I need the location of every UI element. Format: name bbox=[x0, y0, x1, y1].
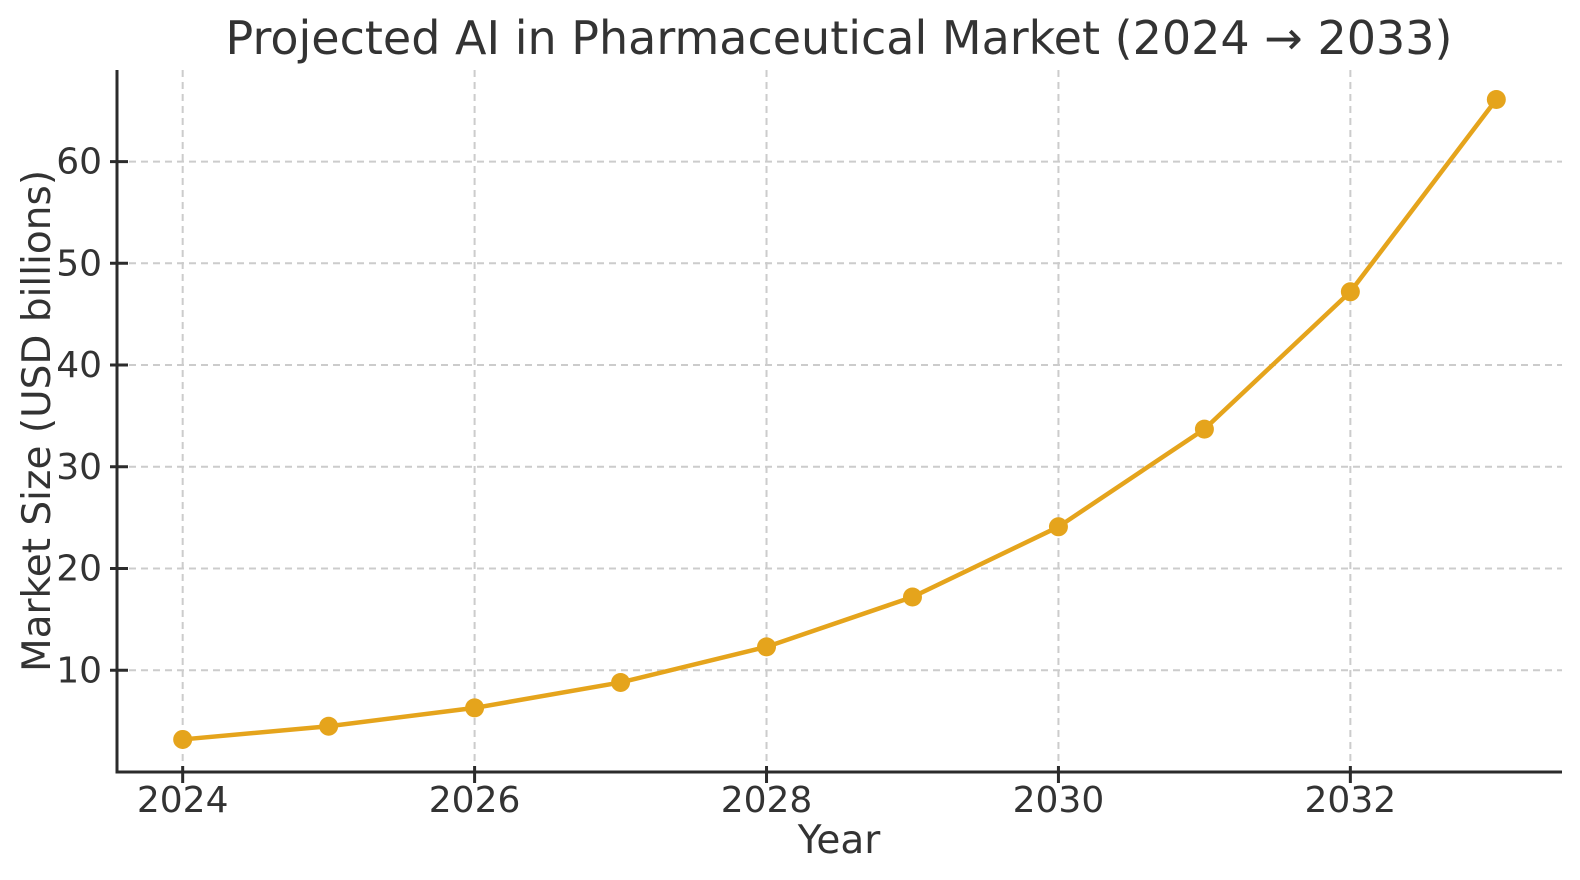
y-tick-label: 10 bbox=[56, 650, 102, 691]
data-point bbox=[1486, 90, 1506, 110]
x-tick-label: 2026 bbox=[429, 780, 521, 821]
y-tick-label: 30 bbox=[56, 447, 102, 488]
y-tick-label: 40 bbox=[56, 345, 102, 386]
data-point bbox=[173, 729, 193, 749]
y-tick-label: 50 bbox=[56, 243, 102, 284]
grid-layer bbox=[117, 70, 1562, 772]
data-point bbox=[1048, 517, 1068, 537]
x-tick-label: 2032 bbox=[1305, 780, 1397, 821]
series-layer bbox=[173, 90, 1506, 749]
x-tick-label: 2030 bbox=[1013, 780, 1105, 821]
data-point bbox=[465, 698, 485, 718]
y-axis-label: Market Size (USD billions) bbox=[15, 170, 60, 672]
chart-title: Projected AI in Pharmaceutical Market (2… bbox=[226, 11, 1453, 65]
x-tick-label: 2028 bbox=[721, 780, 813, 821]
data-point bbox=[1340, 282, 1360, 302]
data-point bbox=[757, 637, 777, 657]
data-point bbox=[319, 716, 339, 736]
x-axis-label: Year bbox=[797, 818, 882, 863]
x-tick-label: 2024 bbox=[137, 780, 229, 821]
data-point bbox=[902, 587, 922, 607]
y-tick-label: 60 bbox=[56, 142, 102, 183]
y-tick-label: 20 bbox=[56, 549, 102, 590]
data-line bbox=[180, 97, 1499, 742]
data-point bbox=[1194, 419, 1214, 439]
data-point bbox=[611, 672, 631, 692]
